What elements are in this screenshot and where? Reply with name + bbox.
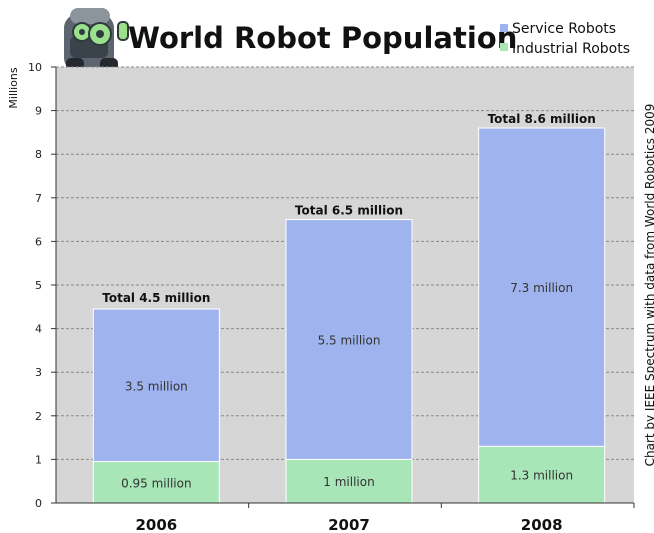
legend-label-industrial: Industrial Robots [512,41,630,57]
segment-label: 3.5 million [125,379,188,393]
legend-swatch-industrial [500,43,508,51]
y-tick-label: 7 [35,192,42,205]
segment-label: 1.3 million [510,469,573,483]
bar-industrial-robots [92,461,220,504]
chart-title: World Robot Population [128,21,517,55]
bar-industrial-robots [478,445,606,504]
total-label: Total 8.6 million [488,112,596,126]
y-tick-label: 9 [35,105,42,118]
y-tick-label: 3 [35,366,42,379]
y-tick-label: 1 [35,453,42,466]
y-tick-label: 6 [35,235,42,248]
segment-label: 1 million [323,475,374,489]
chart-credit: Chart by IEEE Spectrum with data from Wo… [643,104,654,467]
y-tick-label: 0 [35,497,42,510]
x-tick-label: 2008 [521,516,563,533]
y-tick-label: 4 [35,323,42,336]
segment-label: 0.95 million [121,476,192,490]
x-tick-label: 2006 [135,516,177,533]
bar-service-robots [92,308,220,463]
y-tick-label: 5 [35,279,42,292]
axes: 0 1 2 3 4 5 6 7 8 9 10 2006 2007 2008 [28,61,635,533]
x-tick-label: 2007 [328,516,370,533]
bar-service-robots [478,127,606,447]
y-tick-label: 10 [28,61,42,74]
bar-service-robots [285,219,413,460]
legend: Service Robots Industrial Robots [500,21,630,57]
legend-swatch-service [500,24,508,32]
bar-industrial-robots [285,458,413,504]
total-label: Total 4.5 million [102,291,210,305]
y-axis-label: Millions [7,67,20,108]
segment-label: 7.3 million [510,281,573,295]
legend-label-service: Service Robots [512,21,616,37]
y-tick-label: 2 [35,410,42,423]
segment-label: 5.5 million [318,334,381,348]
bars: 0.95 million 3.5 million Total 4.5 million… [92,112,606,504]
total-label: Total 6.5 million [295,204,403,218]
y-tick-label: 8 [35,148,42,161]
